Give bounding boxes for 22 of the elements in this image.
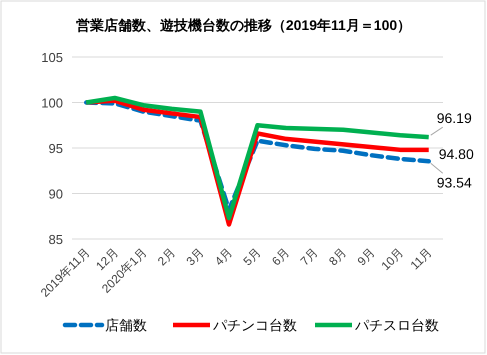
y-tick-label: 105 xyxy=(41,50,63,65)
x-tick-label: 6月 xyxy=(269,245,292,268)
x-tick-label: 7月 xyxy=(298,245,321,268)
legend-label: パチスロ台数 xyxy=(354,317,439,333)
x-tick-label: 2月 xyxy=(154,245,178,268)
data-label: 96.19 xyxy=(436,110,472,126)
y-tick-label: 85 xyxy=(48,232,63,247)
y-tick-label: 95 xyxy=(48,141,63,156)
x-tick-label: 4月 xyxy=(212,245,236,268)
x-tick-label: 3月 xyxy=(183,245,207,268)
chart-title: 営業店舗数、遊技機台数の推移（2019年11月＝100） xyxy=(76,17,412,33)
x-tick-label: 11月 xyxy=(408,245,435,272)
y-tick-label: 90 xyxy=(48,186,63,202)
data-label: 94.80 xyxy=(438,146,474,162)
x-tick-label: 8月 xyxy=(326,245,350,268)
x-tick-label: 9月 xyxy=(354,245,378,268)
x-tick-label: 5月 xyxy=(240,245,264,268)
data-label: 93.54 xyxy=(436,174,472,190)
legend-label: パチンコ台数 xyxy=(212,317,297,333)
y-tick-label: 100 xyxy=(41,96,63,110)
legend-label: 店舗数 xyxy=(105,317,147,333)
x-tick-label: 10月 xyxy=(378,245,406,274)
